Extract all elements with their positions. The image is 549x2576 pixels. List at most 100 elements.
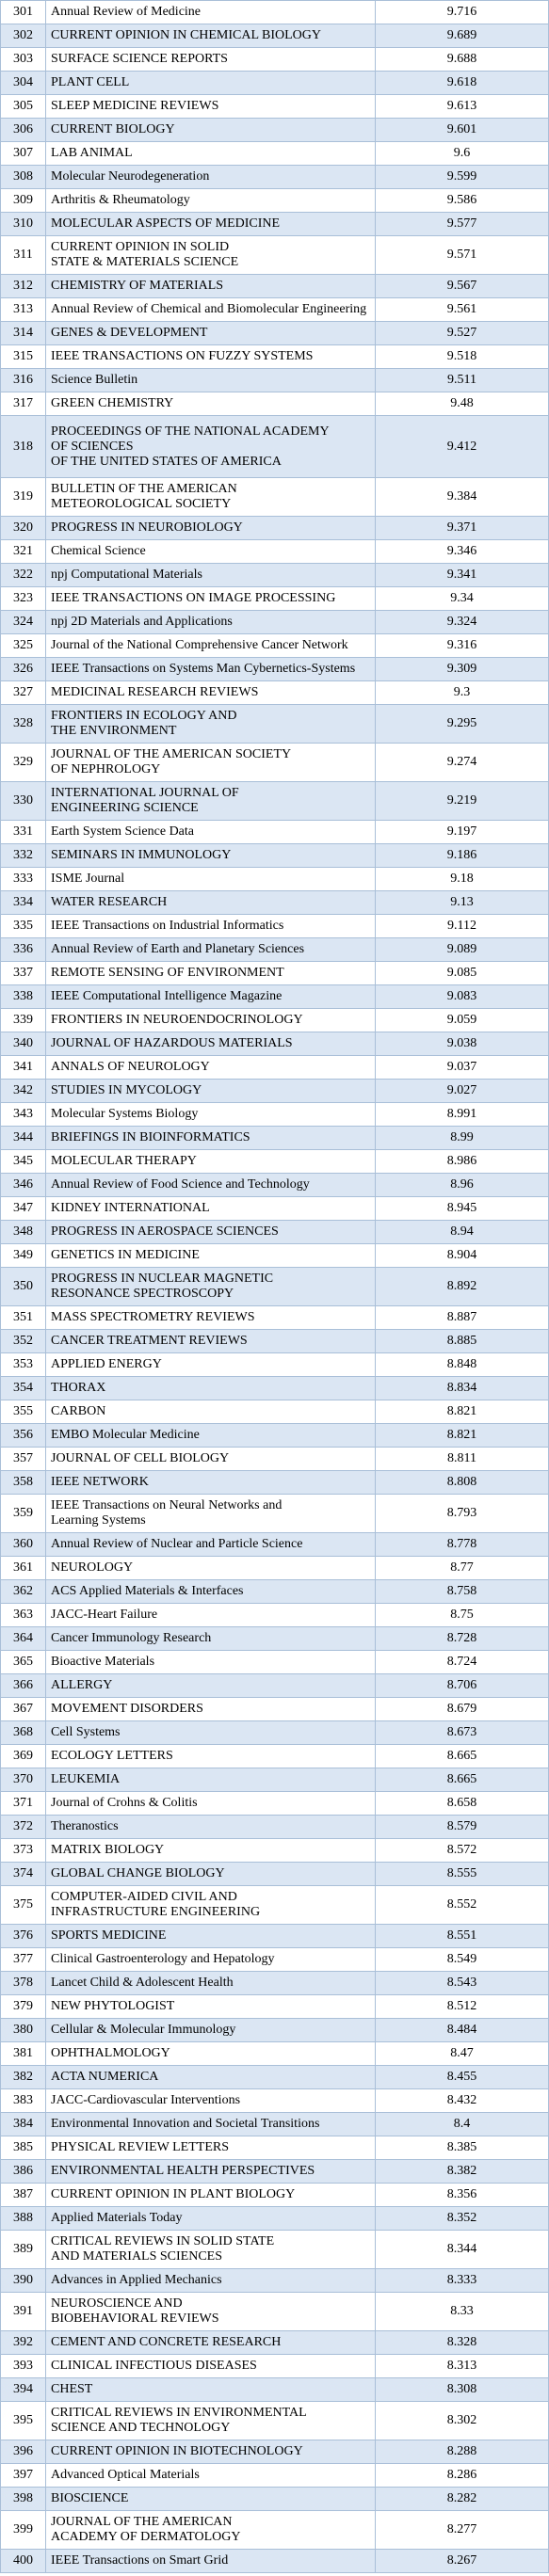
table-row: 364 Cancer Immunology Research 8.728 (0, 1626, 549, 1651)
table-row: 316 Science Bulletin 9.511 (0, 368, 549, 392)
rank-cell: 394 (0, 2377, 46, 2402)
rank-cell: 375 (0, 1885, 46, 1925)
impact-factor-cell: 8.724 (375, 1650, 549, 1674)
table-row: 376 SPORTS MEDICINE 8.551 (0, 1924, 549, 1948)
table-row: 328 FRONTIERS IN ECOLOGY AND THE ENVIRONM… (0, 704, 549, 744)
table-row: 393 CLINICAL INFECTIOUS DISEASES 8.313 (0, 2354, 549, 2378)
journal-name-cell: npj 2D Materials and Applications (45, 610, 376, 634)
table-row: 334 WATER RESEARCH 9.13 (0, 890, 549, 915)
journal-name-cell: Cell Systems (45, 1720, 376, 1745)
table-row: 323 IEEE TRANSACTIONS ON IMAGE PROCESSING… (0, 586, 549, 611)
journal-name-cell: PROCEEDINGS OF THE NATIONAL ACADEMY OF S… (45, 415, 376, 478)
impact-factor-cell: 8.333 (375, 2268, 549, 2293)
journal-name-cell: Arthritis & Rheumatology (45, 188, 376, 213)
table-row: 341 ANNALS OF NEUROLOGY 9.037 (0, 1055, 549, 1080)
impact-factor-cell: 8.382 (375, 2159, 549, 2184)
rank-cell: 321 (0, 539, 46, 564)
impact-factor-cell: 9.186 (375, 843, 549, 868)
impact-factor-cell: 9.027 (375, 1079, 549, 1103)
rank-cell: 349 (0, 1243, 46, 1268)
impact-factor-cell: 9.371 (375, 516, 549, 540)
impact-factor-cell: 9.567 (375, 274, 549, 298)
rank-cell: 400 (0, 2549, 46, 2573)
rank-cell: 382 (0, 2065, 46, 2089)
impact-factor-cell: 8.286 (375, 2463, 549, 2488)
journal-name-cell: GENES & DEVELOPMENT (45, 321, 376, 345)
impact-factor-cell: 9.112 (375, 914, 549, 938)
table-row: 306 CURRENT BIOLOGY 9.601 (0, 118, 549, 142)
table-row: 400 IEEE Transactions on Smart Grid 8.267 (0, 2549, 549, 2573)
table-row: 301 Annual Review of Medicine 9.716 (0, 0, 549, 24)
table-row: 365 Bioactive Materials 8.724 (0, 1650, 549, 1674)
impact-factor-cell: 8.808 (375, 1470, 549, 1495)
impact-factor-cell: 9.716 (375, 0, 549, 24)
table-row: 340 JOURNAL OF HAZARDOUS MATERIALS 9.038 (0, 1032, 549, 1056)
table-row: 371 Journal of Crohns & Colitis 8.658 (0, 1791, 549, 1816)
rank-cell: 311 (0, 235, 46, 275)
journal-name-cell: Molecular Neurodegeneration (45, 165, 376, 189)
rank-cell: 333 (0, 867, 46, 891)
rank-cell: 337 (0, 961, 46, 985)
impact-factor-cell: 8.288 (375, 2440, 549, 2464)
impact-factor-cell: 8.665 (375, 1744, 549, 1768)
impact-factor-cell: 8.47 (375, 2041, 549, 2066)
impact-factor-cell: 8.344 (375, 2230, 549, 2269)
journal-name-cell: CHEMISTRY OF MATERIALS (45, 274, 376, 298)
rank-cell: 316 (0, 368, 46, 392)
table-row: 345 MOLECULAR THERAPY 8.986 (0, 1149, 549, 1174)
impact-factor-cell: 8.572 (375, 1838, 549, 1863)
table-row: 391 NEUROSCIENCE AND BIOBEHAVIORAL REVIEW… (0, 2292, 549, 2331)
impact-factor-cell: 8.308 (375, 2377, 549, 2402)
rank-cell: 384 (0, 2112, 46, 2136)
journal-name-cell: Annual Review of Medicine (45, 0, 376, 24)
table-row: 343 Molecular Systems Biology 8.991 (0, 1102, 549, 1127)
journal-name-cell: EMBO Molecular Medicine (45, 1423, 376, 1448)
journal-name-cell: JOURNAL OF THE AMERICAN SOCIETY OF NEPHR… (45, 743, 376, 782)
rank-cell: 376 (0, 1924, 46, 1948)
table-row: 356 EMBO Molecular Medicine 8.821 (0, 1423, 549, 1448)
impact-factor-cell: 9.6 (375, 141, 549, 166)
journal-name-cell: CLINICAL INFECTIOUS DISEASES (45, 2354, 376, 2378)
rank-cell: 306 (0, 118, 46, 142)
table-row: 330 INTERNATIONAL JOURNAL OF ENGINEERING … (0, 781, 549, 821)
journal-name-cell: IEEE TRANSACTIONS ON FUZZY SYSTEMS (45, 344, 376, 369)
rank-cell: 302 (0, 24, 46, 48)
impact-factor-cell: 9.316 (375, 633, 549, 658)
rank-cell: 305 (0, 94, 46, 119)
impact-factor-cell: 8.99 (375, 1126, 549, 1150)
table-row: 390 Advances in Applied Mechanics 8.333 (0, 2268, 549, 2293)
table-row: 331 Earth System Science Data 9.197 (0, 820, 549, 844)
rank-cell: 331 (0, 820, 46, 844)
rank-cell: 383 (0, 2088, 46, 2113)
impact-factor-cell: 9.527 (375, 321, 549, 345)
table-row: 348 PROGRESS IN AEROSPACE SCIENCES 8.94 (0, 1220, 549, 1244)
journal-name-cell: MATRIX BIOLOGY (45, 1838, 376, 1863)
impact-factor-cell: 9.089 (375, 937, 549, 962)
rank-cell: 315 (0, 344, 46, 369)
impact-factor-cell: 8.673 (375, 1720, 549, 1745)
rank-cell: 332 (0, 843, 46, 868)
rank-cell: 365 (0, 1650, 46, 1674)
impact-factor-cell: 8.352 (375, 2206, 549, 2231)
rank-cell: 368 (0, 1720, 46, 1745)
impact-factor-cell: 9.324 (375, 610, 549, 634)
impact-factor-cell: 8.848 (375, 1352, 549, 1377)
impact-factor-cell: 8.267 (375, 2549, 549, 2573)
journal-name-cell: IEEE Computational Intelligence Magazine (45, 984, 376, 1009)
rank-cell: 389 (0, 2230, 46, 2269)
table-row: 311 CURRENT OPINION IN SOLID STATE & MATE… (0, 235, 549, 275)
impact-factor-cell: 9.18 (375, 867, 549, 891)
table-row: 329 JOURNAL OF THE AMERICAN SOCIETY OF NE… (0, 743, 549, 782)
rank-cell: 386 (0, 2159, 46, 2184)
table-row: 327 MEDICINAL RESEARCH REVIEWS 9.3 (0, 680, 549, 705)
journal-name-cell: Chemical Science (45, 539, 376, 564)
impact-factor-cell: 9.295 (375, 704, 549, 744)
impact-factor-cell: 8.665 (375, 1768, 549, 1792)
impact-factor-cell: 9.274 (375, 743, 549, 782)
journal-name-cell: Advances in Applied Mechanics (45, 2268, 376, 2293)
rank-cell: 369 (0, 1744, 46, 1768)
table-row: 302 CURRENT OPINION IN CHEMICAL BIOLOGY 9.… (0, 24, 549, 48)
rank-cell: 380 (0, 2018, 46, 2042)
journal-name-cell: CURRENT OPINION IN CHEMICAL BIOLOGY (45, 24, 376, 48)
rank-cell: 345 (0, 1149, 46, 1174)
